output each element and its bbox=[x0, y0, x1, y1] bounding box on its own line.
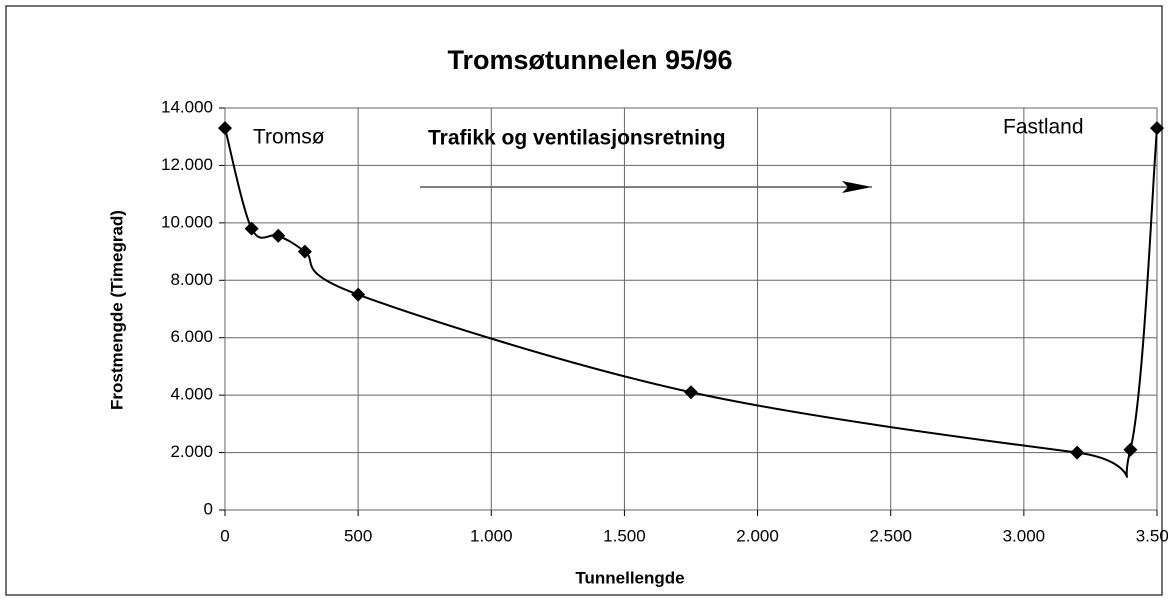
annotation: Fastland bbox=[1003, 116, 1084, 139]
data-point bbox=[297, 244, 312, 259]
data-point bbox=[271, 228, 286, 243]
chart-title: Tromsøtunnelen 95/96 bbox=[447, 45, 732, 75]
y-tick-label: 12.000 bbox=[161, 155, 213, 174]
y-axis-label: Frostmengde (Timegrad) bbox=[107, 210, 126, 410]
chart-frame bbox=[5, 5, 1163, 596]
data-point bbox=[218, 121, 232, 136]
x-tick-label: 3.500 bbox=[1136, 526, 1168, 545]
data-point bbox=[1150, 121, 1164, 136]
x-tick-label: 2.000 bbox=[736, 526, 779, 545]
y-tick-label: 4.000 bbox=[170, 385, 213, 404]
annotation: Tromsø bbox=[253, 126, 325, 149]
x-tick-label: 0 bbox=[220, 526, 229, 545]
y-tick-label: 14.000 bbox=[161, 97, 213, 116]
data-point bbox=[1123, 442, 1138, 457]
data-point bbox=[1070, 445, 1085, 460]
arrow-head bbox=[842, 181, 872, 193]
data-point bbox=[244, 221, 259, 236]
y-tick-label: 6.000 bbox=[170, 327, 213, 346]
y-tick-label: 0 bbox=[204, 499, 213, 518]
y-tick-label: 8.000 bbox=[170, 270, 213, 289]
x-tick-label: 3.000 bbox=[1003, 526, 1046, 545]
data-point bbox=[684, 385, 698, 400]
x-tick-label: 1.500 bbox=[603, 526, 646, 545]
x-tick-label: 2.500 bbox=[869, 526, 912, 545]
y-tick-label: 10.000 bbox=[161, 212, 213, 231]
y-tick-label: 2.000 bbox=[170, 442, 213, 461]
x-tick-label: 1.000 bbox=[470, 526, 513, 545]
data-point bbox=[351, 287, 366, 302]
x-tick-label: 500 bbox=[344, 526, 372, 545]
annotation: Trafikk og ventilasjonsretning bbox=[428, 127, 726, 150]
x-axis-label: Tunnellengde bbox=[575, 568, 684, 587]
